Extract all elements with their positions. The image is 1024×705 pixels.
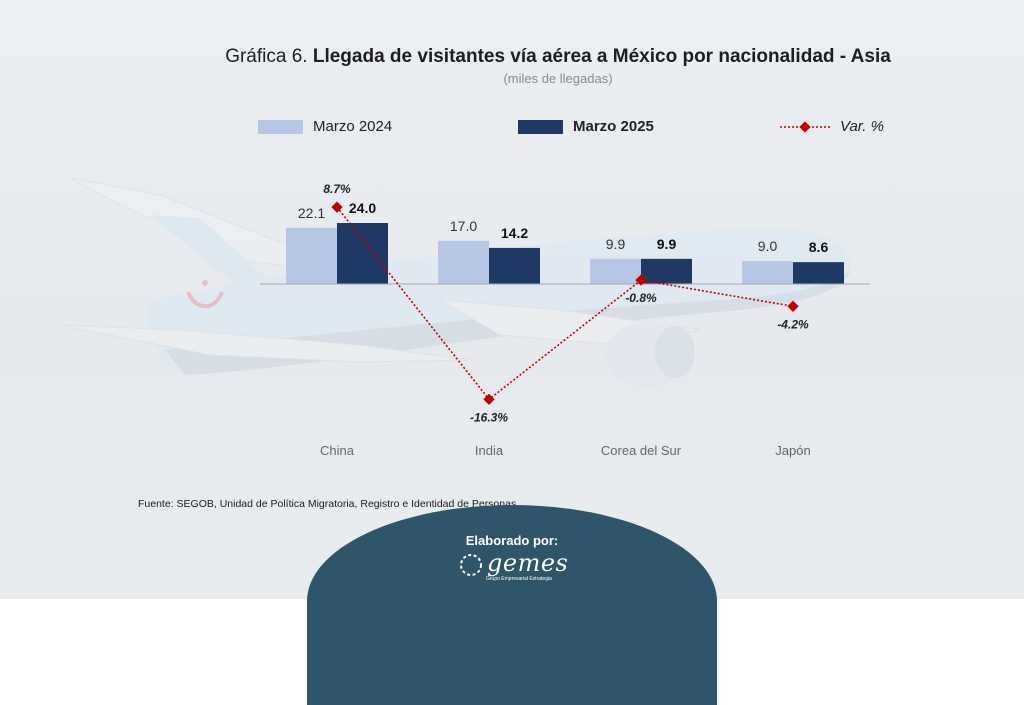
legend-label-var: Var. % — [840, 118, 884, 135]
logo-circle-icon — [460, 554, 482, 576]
chart-title-prefix: Gráfica 6. — [225, 46, 308, 67]
data-label-marzo-2024-china: 22.1 — [298, 205, 325, 221]
data-label-marzo-2025-india: 14.2 — [501, 225, 528, 241]
bar-marzo-2024-corea-del-sur — [590, 258, 641, 284]
var-label-india: -16.3% — [470, 410, 508, 424]
var-marker-japón — [787, 300, 799, 312]
var-label-japón: -4.2% — [777, 317, 809, 331]
legend-label-marzo-2025: Marzo 2025 — [573, 118, 654, 135]
legend-swatch-marzo-2025 — [518, 119, 563, 134]
source-note: Fuente: SEGOB, Unidad de Política Migrat… — [138, 498, 520, 510]
legend-item-marzo-2025: Marzo 2025 — [518, 118, 654, 135]
var-marker-corea-del-sur — [635, 274, 647, 286]
category-label-china: China — [320, 443, 355, 458]
chart-subtitle: (miles de llegadas) — [503, 71, 613, 86]
bar-marzo-2024-japón — [742, 261, 793, 284]
bar-marzo-2025-corea-del-sur — [641, 258, 692, 284]
data-label-marzo-2025-corea-del-sur: 9.9 — [657, 236, 677, 252]
var-percent-line — [336, 206, 794, 401]
bar-marzo-2025-india — [489, 247, 540, 284]
bar-marzo-2024-india — [438, 240, 489, 284]
bar-marzo-2025-china — [337, 223, 388, 284]
data-label-marzo-2025-japón: 8.6 — [809, 239, 829, 255]
data-label-marzo-2025-china: 24.0 — [349, 200, 376, 216]
footer-label: Elaborado por: — [465, 533, 559, 548]
data-label-marzo-2024-japón: 9.0 — [758, 238, 778, 254]
legend-item-var: Var. % — [778, 118, 884, 135]
bar-line-chart: 22.1 24.0 China 17.0 14.2 India 9.9 9.9 Corea de… — [260, 182, 870, 458]
logo-tagline: Grupo Empresarial Estrategia — [486, 576, 552, 582]
legend-line-var-icon — [780, 120, 831, 133]
var-label-corea-del-sur: -0.8% — [625, 291, 657, 305]
logo-word: gemes — [487, 549, 569, 577]
category-label-india: India — [475, 443, 504, 458]
chart-title: Gráfica 6. Llegada de visitantes vía aér… — [0, 46, 1024, 68]
var-marker-india — [483, 393, 495, 406]
legend-swatch-marzo-2024 — [258, 119, 303, 134]
category-label-corea-del-sur: Corea del Sur — [601, 443, 682, 458]
data-label-marzo-2024-india: 17.0 — [450, 218, 477, 234]
var-label-china: 8.7% — [323, 182, 351, 196]
legend-item-marzo-2024: Marzo 2024 — [258, 118, 392, 135]
chart-title-main: Llegada de visitantes vía aérea a México… — [312, 46, 891, 67]
category-label-japón: Japón — [775, 443, 810, 458]
bar-marzo-2024-china — [286, 227, 337, 284]
legend-label-marzo-2024: Marzo 2024 — [313, 118, 393, 135]
var-marker-china — [331, 201, 343, 213]
data-label-marzo-2024-corea-del-sur: 9.9 — [606, 236, 626, 252]
bar-marzo-2025-japón — [793, 262, 844, 284]
gemes-logo: gemes Grupo Empresarial Estrategia — [457, 549, 569, 585]
